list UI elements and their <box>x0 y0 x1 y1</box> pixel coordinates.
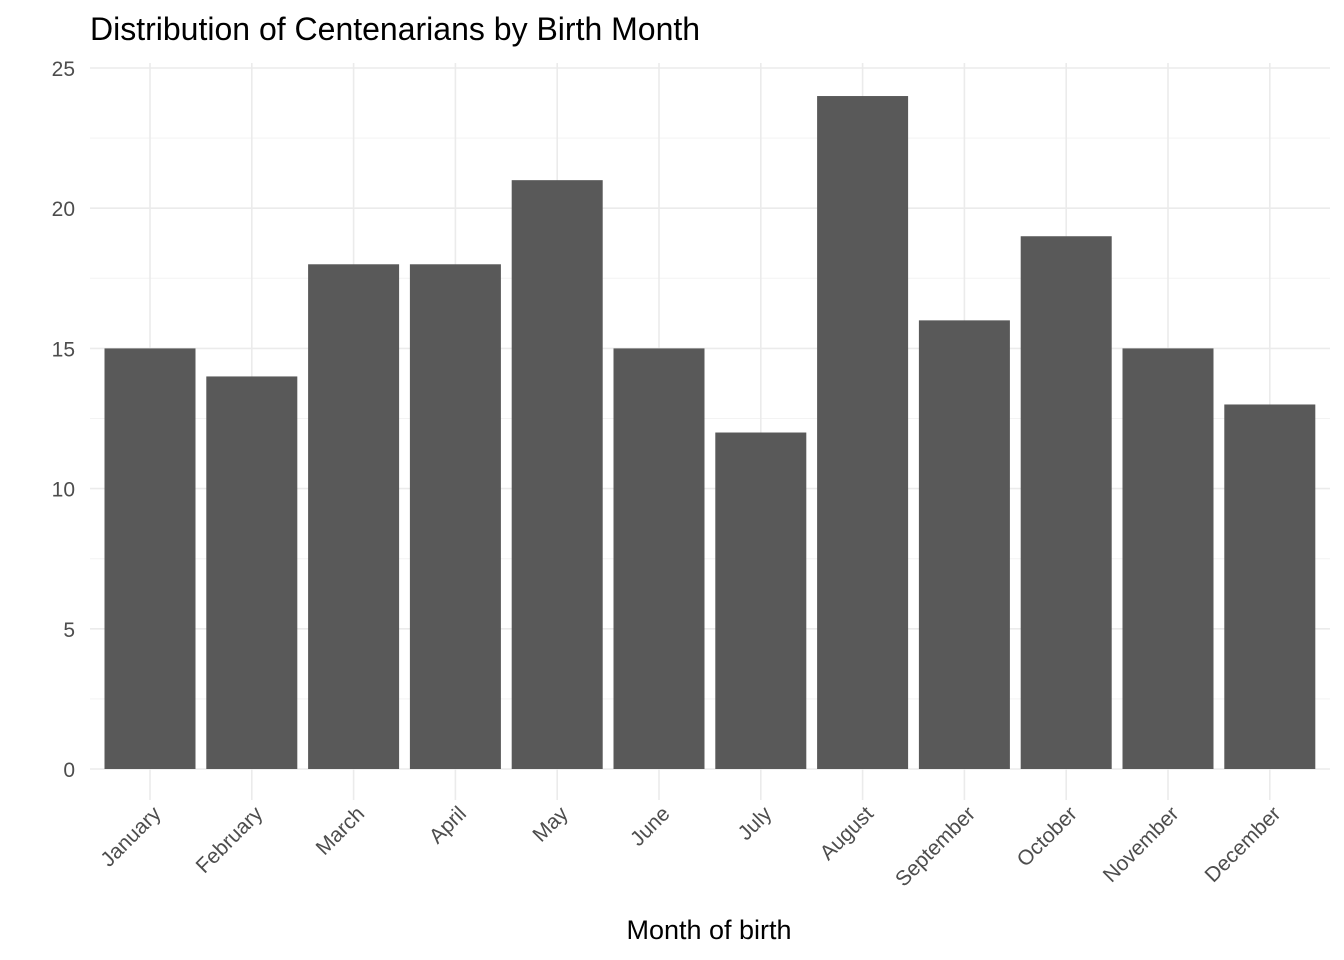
x-axis-tick-labels: January February March April May June July Augu… <box>96 802 1285 891</box>
bar-november <box>1122 348 1214 769</box>
bar-february <box>206 376 298 769</box>
x-tick-label-march: March <box>312 802 370 860</box>
y-tick-label: 15 <box>52 338 75 361</box>
y-axis-tick-labels: 0 5 10 15 20 25 <box>52 58 75 782</box>
x-tick-label-october: October <box>1013 802 1082 871</box>
x-tick-label-august: August <box>816 802 879 865</box>
bar-july <box>715 432 807 769</box>
chart-title: Distribution of Centenarians by Birth Mo… <box>90 11 700 47</box>
x-tick-label-december: December <box>1201 802 1286 887</box>
x-tick-label-november: November <box>1099 802 1184 887</box>
x-tick-label-september: September <box>891 802 980 891</box>
x-tick-label-april: April <box>425 802 471 848</box>
bar-december <box>1224 404 1316 769</box>
bar-october <box>1020 236 1112 770</box>
x-axis-title: Month of birth <box>626 915 791 945</box>
bar-august <box>817 96 909 770</box>
bar-march <box>308 264 400 769</box>
x-tick-label-june: June <box>626 802 674 850</box>
bar-june <box>613 348 705 769</box>
y-tick-label: 0 <box>63 759 75 782</box>
x-tick-label-february: February <box>192 802 268 878</box>
bar-may <box>511 180 603 769</box>
bars <box>104 96 1316 770</box>
bar-april <box>409 264 501 769</box>
bar-january <box>104 348 196 769</box>
y-tick-label: 25 <box>52 58 75 81</box>
y-tick-label: 20 <box>52 198 75 221</box>
y-tick-label: 10 <box>52 479 75 502</box>
bar-september <box>918 320 1010 769</box>
x-tick-label-january: January <box>96 802 165 871</box>
y-tick-label: 5 <box>63 619 75 642</box>
x-tick-label-may: May <box>528 802 573 847</box>
x-tick-label-july: July <box>734 802 777 845</box>
